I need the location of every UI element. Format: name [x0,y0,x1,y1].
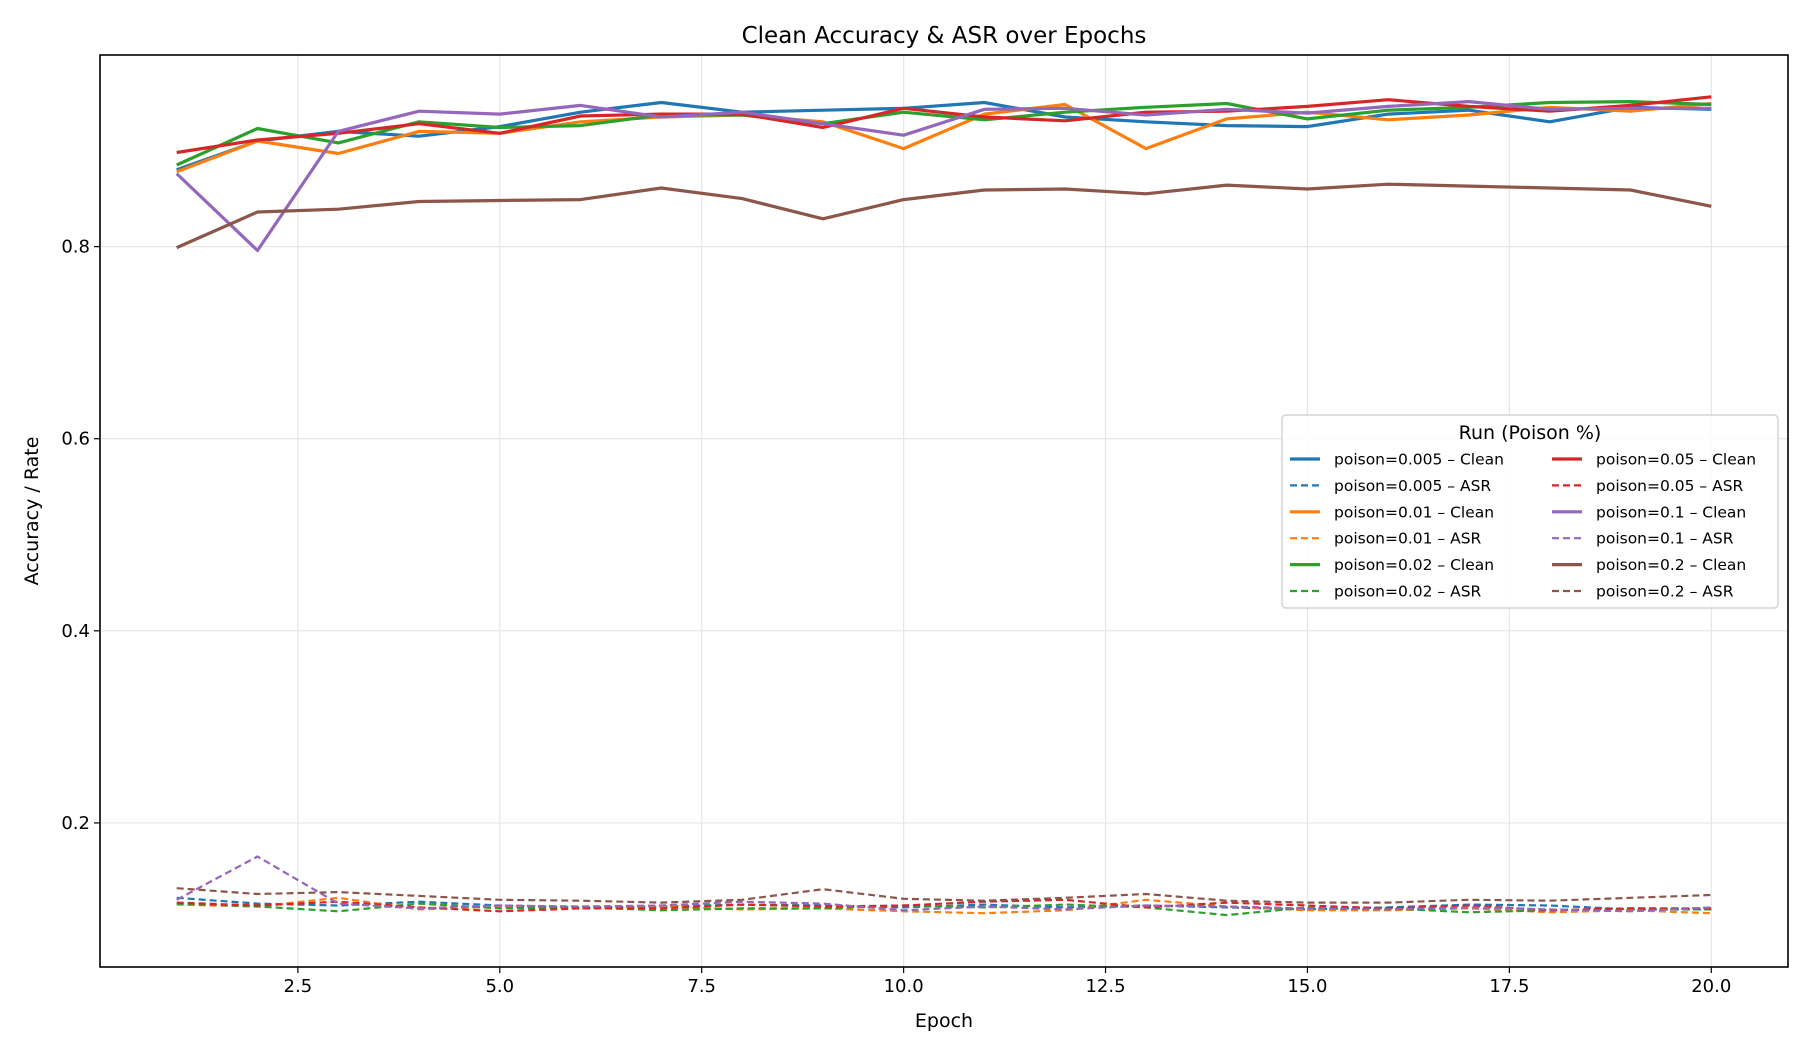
y-tick-label: 0.2 [61,813,90,834]
chart-title: Clean Accuracy & ASR over Epochs [742,23,1147,49]
x-tick-label: 10.0 [884,976,924,997]
series-line-10 [176,182,1712,250]
legend-title: Run (Poison %) [1459,422,1602,444]
legend-box [1281,414,1779,609]
legend-label: poison=0.05 – ASR [1596,477,1744,495]
plot-frame [99,54,1789,968]
x-axis-label: Epoch [915,1010,973,1032]
x-tick-label: 20.0 [1691,976,1731,997]
axis-ticks: 2.5 5.0 7.5 10.0 12.5 15.0 17.5 20.0 0.2 0.4 0.6 0.… [61,237,1731,997]
series-line-4 [176,99,1712,167]
legend: Run (Poison %) poison=0.005 – Cleanpoiso… [1281,414,1779,609]
series-line-8 [175,99,1712,253]
legend-label: poison=0.2 – ASR [1596,583,1734,601]
x-tick-label: 7.5 [687,976,716,997]
series-line-0 [176,100,1712,172]
legend-label: poison=0.1 – Clean [1596,503,1746,521]
legend-label: poison=0.02 – ASR [1334,583,1482,601]
y-tick-label: 0.6 [61,429,90,450]
x-tick-label: 5.0 [485,976,514,997]
y-tick-label: 0.4 [61,621,90,642]
legend-label: poison=0.01 – ASR [1334,530,1482,548]
legend-label: poison=0.005 – ASR [1334,477,1491,495]
legend-label: poison=0.2 – Clean [1596,556,1746,574]
series-line-6 [176,95,1712,155]
legend-label: poison=0.1 – ASR [1596,530,1734,548]
series-lines [175,95,1712,917]
legend-label: poison=0.01 – Clean [1334,503,1494,521]
series-line-5 [176,902,1712,917]
legend-label: poison=0.005 – Clean [1334,451,1504,469]
legend-entries: poison=0.005 – Clean poison=0.005 – ASR po… [1290,451,1756,601]
series-line-9 [176,855,1712,913]
y-tick-label: 0.8 [61,237,90,258]
series-line-11 [176,887,1712,904]
series-line-2 [176,101,1712,174]
x-tick-label: 2.5 [284,976,313,997]
x-tick-label: 12.5 [1085,976,1125,997]
legend-label: poison=0.05 – Clean [1596,451,1756,469]
legend-label: poison=0.02 – Clean [1334,556,1494,574]
x-tick-label: 15.0 [1287,976,1327,997]
x-tick-label: 17.5 [1489,976,1529,997]
y-axis-label: Accuracy / Rate [21,437,43,586]
